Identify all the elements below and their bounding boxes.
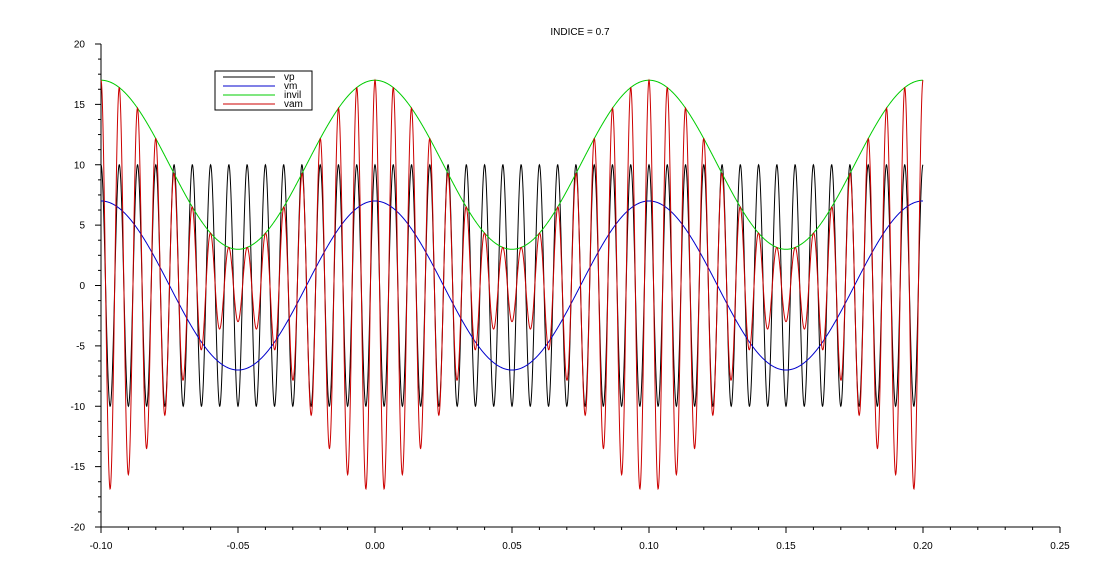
axes: -20 -15 -10 -5 0 5 10 15 20 -0.10 -0.05 0.00 0.05 0.1… [71, 40, 1071, 553]
y-tick-label: 0 [79, 281, 85, 292]
x-tick-label: 0.25 [1050, 541, 1070, 552]
legend-label-vp: vp [284, 72, 295, 83]
x-tick-label: 0.15 [776, 541, 796, 552]
series-layer [100, 78, 924, 491]
series-line-invil [100, 79, 924, 250]
series-line-vam [100, 78, 924, 491]
y-tick-label: 20 [74, 40, 86, 51]
y-tick-label: 15 [74, 100, 86, 111]
x-tick-label: -0.10 [90, 541, 113, 552]
chart-title: INDICE = 0.7 [550, 27, 610, 38]
x-tick-label: 0.05 [502, 541, 522, 552]
y-tick-label: -20 [71, 523, 86, 534]
series-line-vm [100, 200, 924, 371]
y-tick-label: 10 [74, 160, 86, 171]
y-tick-label: 5 [79, 221, 85, 232]
y-tick-label: -10 [71, 402, 86, 413]
y-tick-label: -15 [71, 462, 86, 473]
y-tick-label: -5 [76, 341, 85, 352]
x-tick-label: 0.20 [913, 541, 933, 552]
legend-label-vam: vam [284, 99, 303, 110]
legend-label-vm: vm [284, 81, 297, 92]
x-tick-label: 0.10 [639, 541, 659, 552]
legend-label-invil: invil [284, 90, 301, 101]
x-tick-label: -0.05 [227, 541, 250, 552]
series-line-vp [100, 163, 924, 408]
x-tick-label: 0.00 [365, 541, 385, 552]
